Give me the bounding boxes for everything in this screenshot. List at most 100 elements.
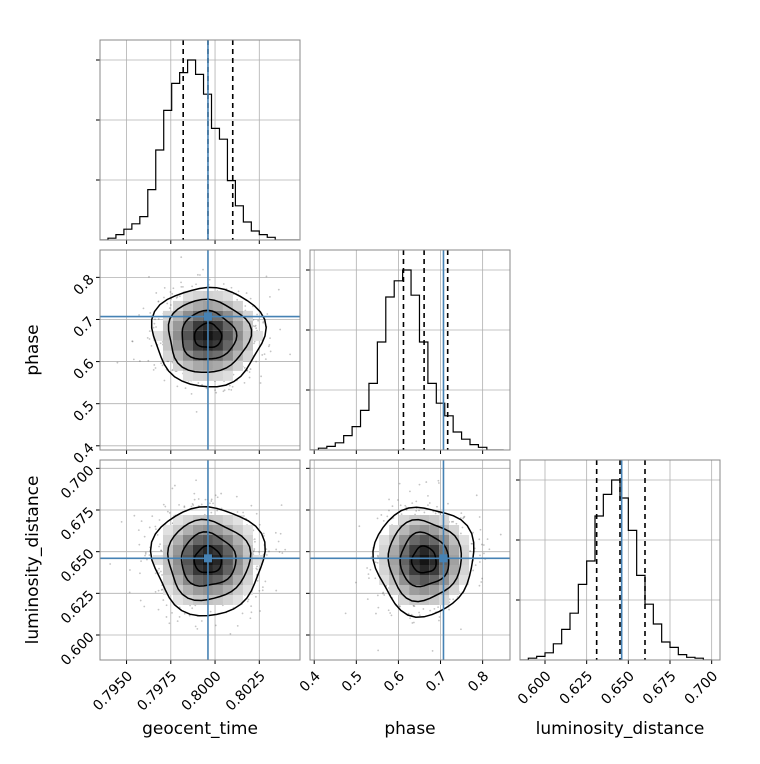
panel-phase-phase	[306, 249, 511, 454]
sample-point	[157, 300, 160, 303]
density-cell	[172, 320, 183, 331]
sample-point	[243, 515, 245, 517]
sample-point	[222, 283, 225, 285]
sample-point	[478, 538, 481, 541]
sample-point	[153, 364, 156, 366]
sample-point	[210, 498, 213, 501]
sample-point	[246, 600, 249, 603]
sample-point	[189, 604, 191, 607]
density-cell	[409, 585, 420, 595]
density-cell	[182, 370, 193, 381]
sample-point	[269, 350, 272, 353]
density-cell	[409, 535, 420, 545]
sample-point	[261, 354, 264, 356]
sample-point	[169, 304, 172, 306]
sample-point	[164, 505, 167, 508]
sample-point	[195, 283, 197, 286]
sample-point	[197, 498, 200, 500]
density-cell	[212, 330, 223, 341]
sample-point	[160, 549, 163, 552]
sample-point	[280, 504, 283, 507]
sample-point	[433, 608, 436, 610]
sample-point	[159, 342, 162, 345]
sample-point	[413, 621, 415, 624]
density-cell	[212, 320, 223, 331]
sample-point	[382, 519, 385, 522]
sample-point	[423, 511, 426, 514]
sample-point	[418, 611, 420, 614]
panel-content	[100, 250, 300, 450]
density-cell	[192, 585, 203, 595]
panel-frame	[99, 39, 301, 241]
sample-point	[154, 318, 156, 321]
sample-point	[230, 286, 233, 289]
sample-point	[264, 358, 267, 361]
sample-point	[471, 542, 474, 545]
sample-point	[262, 321, 265, 324]
sample-point	[208, 502, 211, 505]
density-cell	[172, 565, 183, 575]
sample-point	[168, 622, 171, 625]
density-cell	[182, 535, 193, 545]
sample-point	[277, 540, 280, 543]
density-cell	[152, 330, 163, 341]
density-cell	[182, 350, 193, 361]
sample-point	[269, 337, 271, 340]
panel-frame	[309, 459, 511, 661]
sample-point	[235, 495, 238, 498]
sample-point	[412, 605, 415, 607]
density-cell	[162, 330, 173, 341]
sample-point	[193, 498, 196, 501]
sample-point	[166, 302, 169, 305]
sample-point	[253, 549, 255, 552]
sample-point	[380, 514, 383, 516]
sample-point	[256, 313, 259, 316]
sample-point	[200, 503, 203, 506]
sample-point	[161, 364, 164, 367]
sample-point	[236, 624, 239, 627]
sample-point	[158, 572, 160, 574]
density-cell	[222, 350, 233, 361]
sample-point	[180, 285, 183, 288]
sample-point	[366, 567, 369, 569]
sample-point	[163, 379, 166, 382]
sample-point	[404, 504, 407, 507]
x-tick-label: 0.7975	[134, 668, 180, 714]
density-cell	[212, 595, 223, 605]
sample-point	[254, 595, 257, 598]
sample-point	[278, 551, 281, 553]
histogram-step	[520, 479, 712, 660]
sample-point	[156, 533, 159, 536]
sample-point	[376, 554, 379, 557]
density-cell	[182, 545, 193, 555]
density-cell	[192, 555, 203, 565]
x-tick-label: 0.4	[297, 668, 324, 695]
sample-point	[228, 388, 230, 391]
x-tick-label: 0.8025	[223, 668, 269, 714]
density-cell	[232, 350, 243, 361]
density-cell	[232, 515, 243, 525]
sample-point	[411, 502, 414, 505]
contour	[167, 298, 253, 374]
contour	[150, 286, 267, 388]
sample-point	[450, 520, 453, 523]
density-cell	[172, 525, 183, 535]
sample-point	[216, 509, 219, 512]
sample-point	[439, 512, 442, 515]
density-cell	[232, 300, 243, 311]
density-cell	[429, 525, 440, 535]
density-cell	[212, 370, 223, 381]
contour	[193, 322, 223, 349]
sample-point	[190, 392, 193, 395]
sample-point	[228, 384, 231, 387]
sample-point	[431, 650, 434, 652]
x-tick-label: 0.625	[557, 668, 597, 708]
sample-point	[460, 512, 463, 515]
density-cell	[242, 320, 253, 331]
density-cell	[212, 515, 223, 525]
density-cell	[459, 535, 470, 545]
density-cell	[429, 545, 440, 555]
sample-point	[463, 516, 465, 519]
sample-point	[388, 509, 390, 512]
sample-point	[158, 519, 161, 521]
